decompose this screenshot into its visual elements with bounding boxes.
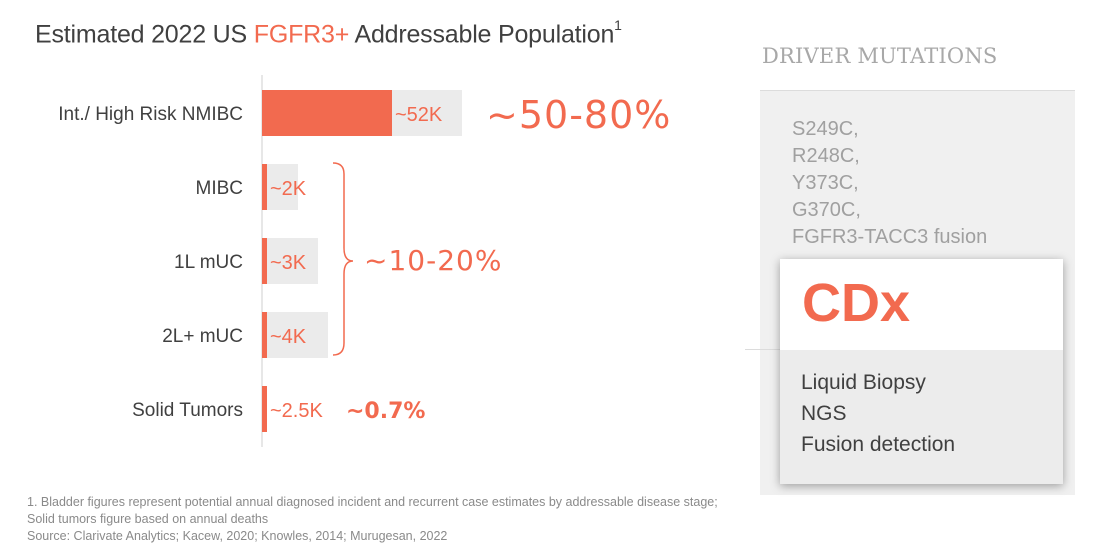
footnote-line: 1. Bladder figures represent potential a…: [27, 495, 718, 509]
title-prefix: Estimated 2022 US: [35, 20, 254, 49]
data-label: ~4K: [270, 326, 307, 348]
title-suffix: Addressable Population: [349, 20, 615, 49]
percentage-annotation: ~0.7%: [346, 399, 425, 424]
cdx-title: CDx: [802, 273, 911, 333]
footnote: 1. Bladder figures represent potential a…: [27, 494, 718, 545]
data-label: ~3K: [270, 252, 307, 274]
category-label: Int./ High Risk NMIBC: [58, 104, 243, 125]
mutation-list: S249C, R248C, Y373C, G370C, FGFR3-TACC3 …: [792, 116, 987, 251]
panel-divider: [760, 90, 1075, 91]
bar-track: [262, 164, 298, 210]
bar-highlight: [262, 312, 267, 358]
chart-title: Estimated 2022 US FGFR3+ Addressable Pop…: [35, 17, 622, 49]
mutation-item: R248C,: [792, 145, 860, 167]
data-label: ~52K: [395, 104, 443, 126]
driver-mutations-heading: DRIVER MUTATIONS: [762, 44, 998, 68]
title-highlight: FGFR3+: [253, 20, 350, 49]
data-label: ~2.5K: [270, 400, 323, 422]
category-label: 1L mUC: [174, 252, 243, 273]
footnote-line: Source: Clarivate Analytics; Kacew, 2020…: [27, 529, 448, 543]
data-label: ~2K: [270, 178, 307, 200]
cdx-connector-line: [745, 349, 780, 350]
population-bar-chart: Int./ High Risk NMIBC ~52K MIBC ~2K 1L mUC ~3…: [58, 75, 671, 447]
bar-track: [262, 238, 318, 284]
mutation-item: Y373C,: [792, 172, 859, 194]
category-label: 2L+ mUC: [162, 326, 243, 347]
cdx-header: CDx: [780, 259, 1063, 350]
bar-highlight: [262, 90, 392, 136]
percentage-annotation: ~10-20%: [364, 244, 502, 277]
cdx-list: Liquid Biopsy NGS Fusion detection: [801, 367, 955, 460]
category-label: MIBC: [196, 178, 244, 199]
bar-track: [262, 312, 328, 358]
percentage-annotation: ~50-80%: [486, 93, 671, 137]
bar-highlight: [262, 164, 267, 210]
mutation-item: S249C,: [792, 118, 859, 140]
bar-highlight: [262, 238, 267, 284]
cdx-card: CDx Liquid Biopsy NGS Fusion detection: [780, 259, 1063, 484]
mutation-item: G370C,: [792, 199, 861, 221]
footnote-line: Solid tumors figure based on annual deat…: [27, 512, 269, 526]
cdx-item: Fusion detection: [801, 433, 956, 456]
cdx-item: Liquid Biopsy: [801, 371, 926, 394]
bar-highlight: [262, 386, 267, 432]
mutation-item: FGFR3-TACC3 fusion: [792, 226, 988, 248]
category-label: Solid Tumors: [132, 400, 243, 421]
cdx-item: NGS: [801, 402, 847, 425]
group-brace: [332, 162, 354, 356]
title-superscript: 1: [614, 17, 622, 33]
